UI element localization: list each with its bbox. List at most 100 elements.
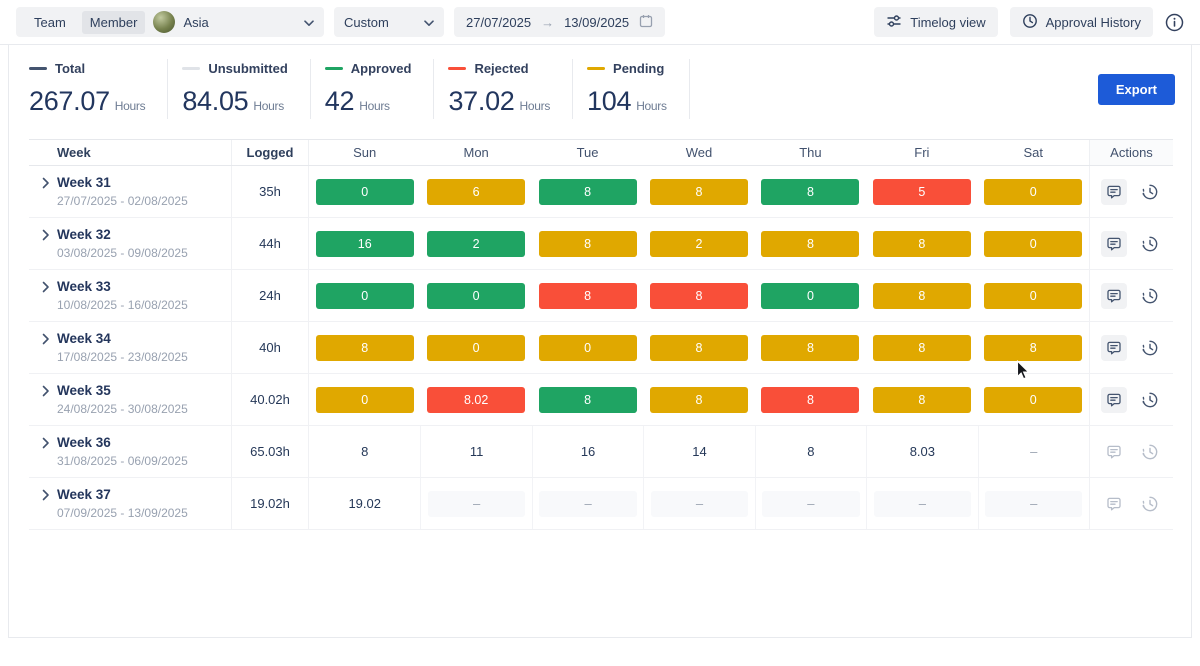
chevron-down-icon[interactable]	[304, 15, 314, 30]
stat-unit: Hours	[519, 99, 551, 113]
date-range-picker[interactable]: 27/07/2025 → 13/09/2025	[454, 7, 666, 37]
timelog-chip-rejected[interactable]: 8	[649, 282, 749, 309]
table-row: Week 34 17/08/2025 - 23/08/2025 40h 8 0 0 8 8 8 8	[29, 322, 1173, 374]
timelog-chip-approved[interactable]: 0	[427, 282, 526, 309]
expand-row-icon[interactable]	[42, 227, 50, 241]
timelog-chip-pending[interactable]: 6	[427, 178, 526, 205]
history-button[interactable]	[1137, 231, 1163, 257]
timelog-chip-pending[interactable]: 0	[315, 386, 414, 413]
week-date-range: 24/08/2025 - 30/08/2025	[57, 402, 188, 417]
timelog-chip-pending[interactable]: 8	[649, 178, 749, 205]
week-date-range: 03/08/2025 - 09/08/2025	[57, 246, 188, 261]
approval-card: Total 267.07 Hours Unsubmitted 84.05 Hours App…	[8, 45, 1192, 638]
timelog-chip-approved[interactable]: 0	[315, 178, 414, 205]
stat-value: 37.02 Hours	[448, 86, 551, 116]
comment-button[interactable]	[1100, 282, 1127, 309]
expand-row-icon[interactable]	[42, 487, 50, 501]
timelog-value[interactable]: 8	[807, 444, 815, 459]
history-button[interactable]	[1137, 283, 1163, 309]
stat-value: 42 Hours	[324, 86, 390, 116]
calendar-icon[interactable]	[639, 14, 653, 31]
timelog-chip-approved[interactable]: 16	[315, 230, 414, 257]
comment-button[interactable]	[1100, 334, 1127, 361]
comment-button[interactable]	[1100, 178, 1127, 205]
comment-button[interactable]	[1100, 230, 1127, 257]
timelog-chip-pending[interactable]: 8	[872, 334, 971, 361]
timelog-chip-pending[interactable]: 8	[538, 230, 637, 257]
timelog-chip-pending[interactable]: 8	[315, 334, 414, 361]
week-date-range: 27/07/2025 - 02/08/2025	[57, 194, 188, 209]
day-cell: 8	[643, 322, 754, 373]
timesheet-table: Week Logged Sun Mon Tue Wed Thu Fri Sat Actions W…	[29, 139, 1173, 530]
timelog-chip-approved[interactable]: 8	[538, 178, 637, 205]
timelog-chip-pending[interactable]: 8	[761, 334, 860, 361]
expand-row-icon[interactable]	[42, 279, 50, 293]
timelog-chip-approved[interactable]: 0	[315, 282, 414, 309]
chevron-down-icon	[424, 15, 434, 30]
history-button[interactable]	[1137, 179, 1163, 205]
timelog-value[interactable]: 11	[469, 444, 484, 459]
timelog-chip-pending[interactable]: 0	[427, 334, 526, 361]
expand-row-icon[interactable]	[42, 175, 50, 189]
member-toggle[interactable]: Member	[81, 10, 146, 34]
history-button[interactable]	[1137, 387, 1163, 413]
day-cell: 16	[531, 426, 643, 477]
day-cell: 0	[420, 322, 531, 373]
timelog-chip-pending[interactable]: 0	[984, 282, 1083, 309]
range-preset-dropdown[interactable]: Custom	[334, 7, 444, 37]
timelog-view-button[interactable]: Timelog view	[874, 7, 998, 37]
timelog-chip-pending[interactable]: 0	[984, 178, 1083, 205]
range-preset-label: Custom	[344, 14, 389, 30]
comment-button[interactable]	[1100, 386, 1127, 413]
timelog-chip-rejected[interactable]: 8.02	[427, 386, 526, 413]
row-actions	[1089, 166, 1173, 217]
table-header: Week Logged Sun Mon Tue Wed Thu Fri Sat Actions	[29, 139, 1173, 166]
timelog-chip-rejected[interactable]: 8	[538, 282, 637, 309]
expand-row-icon[interactable]	[42, 331, 50, 345]
history-button[interactable]	[1137, 335, 1163, 361]
timelog-chip-approved[interactable]: 8	[761, 178, 860, 205]
day-cell: 8	[866, 322, 977, 373]
timelog-chip-pending[interactable]: 0	[984, 386, 1083, 413]
timelog-empty: –	[650, 490, 749, 517]
day-cell: 8	[755, 218, 866, 269]
timelog-chip-rejected[interactable]: 5	[872, 178, 971, 205]
timelog-chip-approved[interactable]: 2	[427, 230, 526, 257]
timelog-value[interactable]: 8.03	[909, 444, 935, 459]
timelog-empty: –	[539, 490, 637, 517]
expand-row-icon[interactable]	[42, 435, 50, 449]
day-cell: 0	[532, 322, 643, 373]
info-icon[interactable]	[1165, 13, 1184, 32]
timelog-chip-pending[interactable]: 0	[538, 334, 637, 361]
team-toggle[interactable]: Team	[34, 14, 66, 30]
day-cell: 8	[866, 218, 977, 269]
timelog-chip-approved[interactable]: 0	[761, 282, 860, 309]
export-button[interactable]: Export	[1097, 73, 1175, 105]
timelog-chip-rejected[interactable]: 8	[761, 386, 860, 413]
day-cell: 8	[532, 270, 643, 321]
timelog-value[interactable]: 19.02	[348, 496, 381, 511]
timelog-chip-pending[interactable]: 8	[649, 334, 749, 361]
timelog-chip-pending[interactable]: 8	[984, 334, 1083, 361]
timelog-value[interactable]: 16	[580, 444, 596, 459]
day-cell: 0	[420, 270, 531, 321]
day-cell: 0	[978, 374, 1089, 425]
member-selector[interactable]: Team Member Asia	[16, 7, 324, 37]
timelog-chip-pending[interactable]: 8	[872, 282, 971, 309]
timelog-chip-pending[interactable]: 8	[761, 230, 860, 257]
expand-row-icon[interactable]	[42, 383, 50, 397]
timelog-value[interactable]: 14	[692, 444, 707, 459]
sliders-icon	[886, 13, 902, 32]
timelog-chip-pending[interactable]: 8	[872, 230, 971, 257]
timelog-chip-pending[interactable]: 2	[649, 230, 749, 257]
week-label: Week 36	[57, 434, 111, 450]
stat-unit: Hours	[114, 99, 146, 113]
timelog-chip-pending[interactable]: 8	[649, 386, 749, 413]
timelog-value[interactable]: 8	[361, 444, 369, 459]
timelog-chip-approved[interactable]: 8	[538, 386, 637, 413]
approval-history-button[interactable]: Approval History	[1009, 7, 1153, 37]
timelog-chip-pending[interactable]: 8	[872, 386, 971, 413]
day-cell: 0	[978, 166, 1089, 217]
stat-color-dash	[324, 67, 343, 70]
timelog-chip-pending[interactable]: 0	[984, 230, 1083, 257]
